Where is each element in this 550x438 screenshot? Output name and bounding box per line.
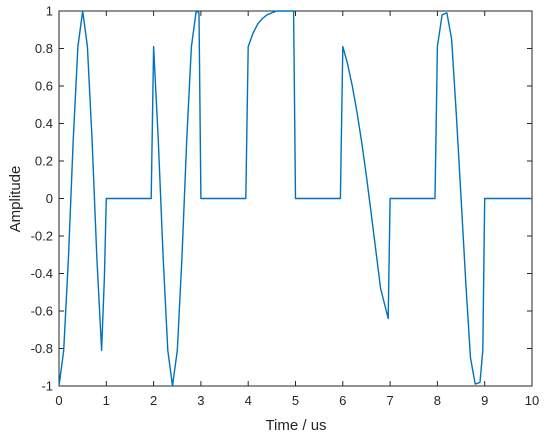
- x-axis-label: Time / us: [265, 417, 326, 434]
- y-axis-label: Amplitude: [7, 166, 24, 233]
- x-tick-label: 5: [292, 393, 299, 408]
- y-tick-label: 0.2: [35, 154, 53, 169]
- x-tick-label: 0: [55, 393, 62, 408]
- plot-area: 0 1 2 3 4 5 6 7 8 9 10 -1 -0.8 -0.6 -0.4 -0.2 0 0.2 0.4 0.6…: [31, 4, 540, 409]
- x-tick-label: 3: [197, 393, 204, 408]
- x-tick-label: 4: [245, 393, 252, 408]
- y-tick-label: -1: [41, 379, 53, 394]
- x-tick-label: 2: [150, 393, 157, 408]
- y-tick-label: 1: [46, 4, 53, 19]
- series-line: [58, 10, 532, 387]
- x-tick-label: 9: [481, 393, 488, 408]
- x-tick-label: 1: [103, 393, 110, 408]
- x-tick-label: 8: [434, 393, 441, 408]
- y-tick-label: -0.6: [31, 304, 53, 319]
- y-tick-label: 0.4: [35, 116, 53, 131]
- x-tick-label: 10: [525, 393, 539, 408]
- y-tick-label: -0.8: [31, 341, 53, 356]
- x-tick-label: 6: [339, 393, 346, 408]
- y-tick-label: 0.8: [35, 41, 53, 56]
- y-tick-label: -0.4: [31, 266, 53, 281]
- y-tick-label: -0.2: [31, 229, 53, 244]
- y-tick-label: 0.6: [35, 79, 53, 94]
- y-tick-label: 0: [46, 191, 53, 206]
- x-tick-label: 7: [386, 393, 393, 408]
